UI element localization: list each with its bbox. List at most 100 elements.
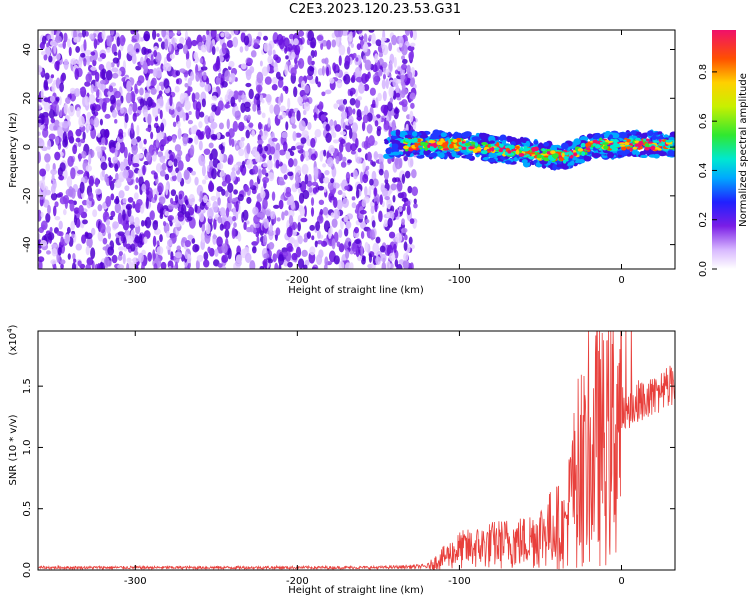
heatmap-cell <box>174 85 180 93</box>
heatmap-cell <box>75 137 81 143</box>
heatmap-cell <box>394 158 402 170</box>
heatmap-cell <box>56 61 60 72</box>
heatmap-cell <box>159 156 166 164</box>
heatmap-cell <box>166 135 173 142</box>
heatmap-cell <box>128 261 134 269</box>
heatmap-cell <box>553 154 558 160</box>
heatmap-cell <box>216 132 221 140</box>
heatmap-cell <box>107 232 112 240</box>
heatmap-cell <box>227 182 234 193</box>
heatmap-cell <box>38 104 42 110</box>
snr-panel: -300 -200 -100 0 0.0 0.5 1.0 1.5 Height of str… <box>6 324 676 596</box>
heatmap-cell <box>585 142 589 148</box>
heatmap-cell <box>126 262 130 269</box>
heatmap-cell <box>394 259 399 268</box>
heatmap-cell <box>177 160 184 171</box>
heatmap-cell <box>66 38 71 48</box>
heatmap-cell <box>144 216 152 229</box>
heatmap-cell <box>105 219 111 226</box>
heatmap-cell <box>79 87 86 92</box>
heatmap-cell <box>127 197 134 203</box>
heatmap-cell <box>322 177 330 184</box>
heatmap-cell <box>407 45 415 52</box>
heatmap-cell <box>110 210 116 218</box>
spectrogram-xtick-label: -200 <box>286 275 309 286</box>
heatmap-cell <box>89 55 93 63</box>
heatmap-cell <box>354 66 362 79</box>
heatmap-cell <box>85 164 93 172</box>
heatmap-cell <box>150 131 154 140</box>
heatmap-cell <box>102 201 107 209</box>
heatmap-cell <box>471 136 481 141</box>
heatmap-cell <box>319 208 324 216</box>
heatmap-cell <box>204 204 208 210</box>
heatmap-cell <box>294 63 299 70</box>
heatmap-cell <box>210 195 217 202</box>
heatmap-cell <box>187 119 193 125</box>
heatmap-cell <box>195 101 202 112</box>
heatmap-cell <box>407 71 413 79</box>
heatmap-cell <box>388 231 396 239</box>
heatmap-cell <box>370 205 375 215</box>
heatmap-cell <box>375 97 379 109</box>
heatmap-cell <box>203 251 209 261</box>
heatmap-cell <box>140 220 145 227</box>
heatmap-cell <box>111 43 117 55</box>
heatmap-cell <box>85 245 90 256</box>
heatmap-cell <box>395 92 401 98</box>
heatmap-cell <box>285 151 291 160</box>
heatmap-cell <box>239 46 244 53</box>
heatmap-cell <box>291 252 298 261</box>
heatmap-cell <box>38 119 45 124</box>
heatmap-cell <box>342 98 348 105</box>
heatmap-cell <box>297 57 305 69</box>
heatmap-cell <box>224 174 231 184</box>
spectrogram-xtick-label: -100 <box>448 275 471 286</box>
heatmap-cell <box>59 162 66 172</box>
heatmap-cell <box>338 141 344 153</box>
heatmap-cell <box>595 144 601 149</box>
heatmap-cell <box>50 117 56 124</box>
heatmap-cell <box>307 65 315 77</box>
heatmap-cell <box>401 58 408 65</box>
heatmap-cell <box>257 122 262 130</box>
heatmap-cell <box>130 243 136 252</box>
heatmap-cell <box>521 159 528 164</box>
heatmap-cell <box>230 170 236 182</box>
heatmap-cell <box>53 125 57 131</box>
heatmap-cell <box>328 228 332 240</box>
heatmap-cell <box>225 131 230 137</box>
heatmap-cell <box>336 199 343 210</box>
heatmap-cell <box>406 204 411 216</box>
heatmap-cell <box>285 250 292 262</box>
heatmap-cell <box>152 220 159 231</box>
heatmap-cell <box>157 151 164 158</box>
heatmap-cell <box>194 203 198 213</box>
heatmap-cell <box>147 113 152 126</box>
heatmap-cell <box>367 263 373 269</box>
heatmap-cell <box>217 216 223 224</box>
heatmap-cell <box>560 142 569 150</box>
heatmap-cell <box>409 30 414 39</box>
heatmap-cell <box>46 42 50 48</box>
heatmap-cell <box>209 153 213 161</box>
heatmap-cell <box>184 100 191 111</box>
spectrogram-heatmap <box>38 30 675 269</box>
heatmap-cell <box>326 39 332 50</box>
heatmap-cell <box>454 145 459 149</box>
heatmap-cell <box>101 30 106 40</box>
heatmap-cell <box>388 252 396 262</box>
heatmap-cell <box>271 76 278 85</box>
heatmap-cell <box>393 243 397 254</box>
heatmap-cell <box>262 234 268 246</box>
heatmap-cell <box>133 192 139 200</box>
heatmap-cell <box>215 76 222 85</box>
heatmap-cell <box>44 153 51 163</box>
heatmap-cell <box>385 78 389 90</box>
heatmap-cell <box>409 92 416 100</box>
heatmap-cell <box>149 60 155 66</box>
heatmap-cell <box>128 106 133 115</box>
heatmap-cell <box>352 169 358 180</box>
heatmap-cell <box>196 254 204 262</box>
heatmap-cell <box>332 139 340 144</box>
